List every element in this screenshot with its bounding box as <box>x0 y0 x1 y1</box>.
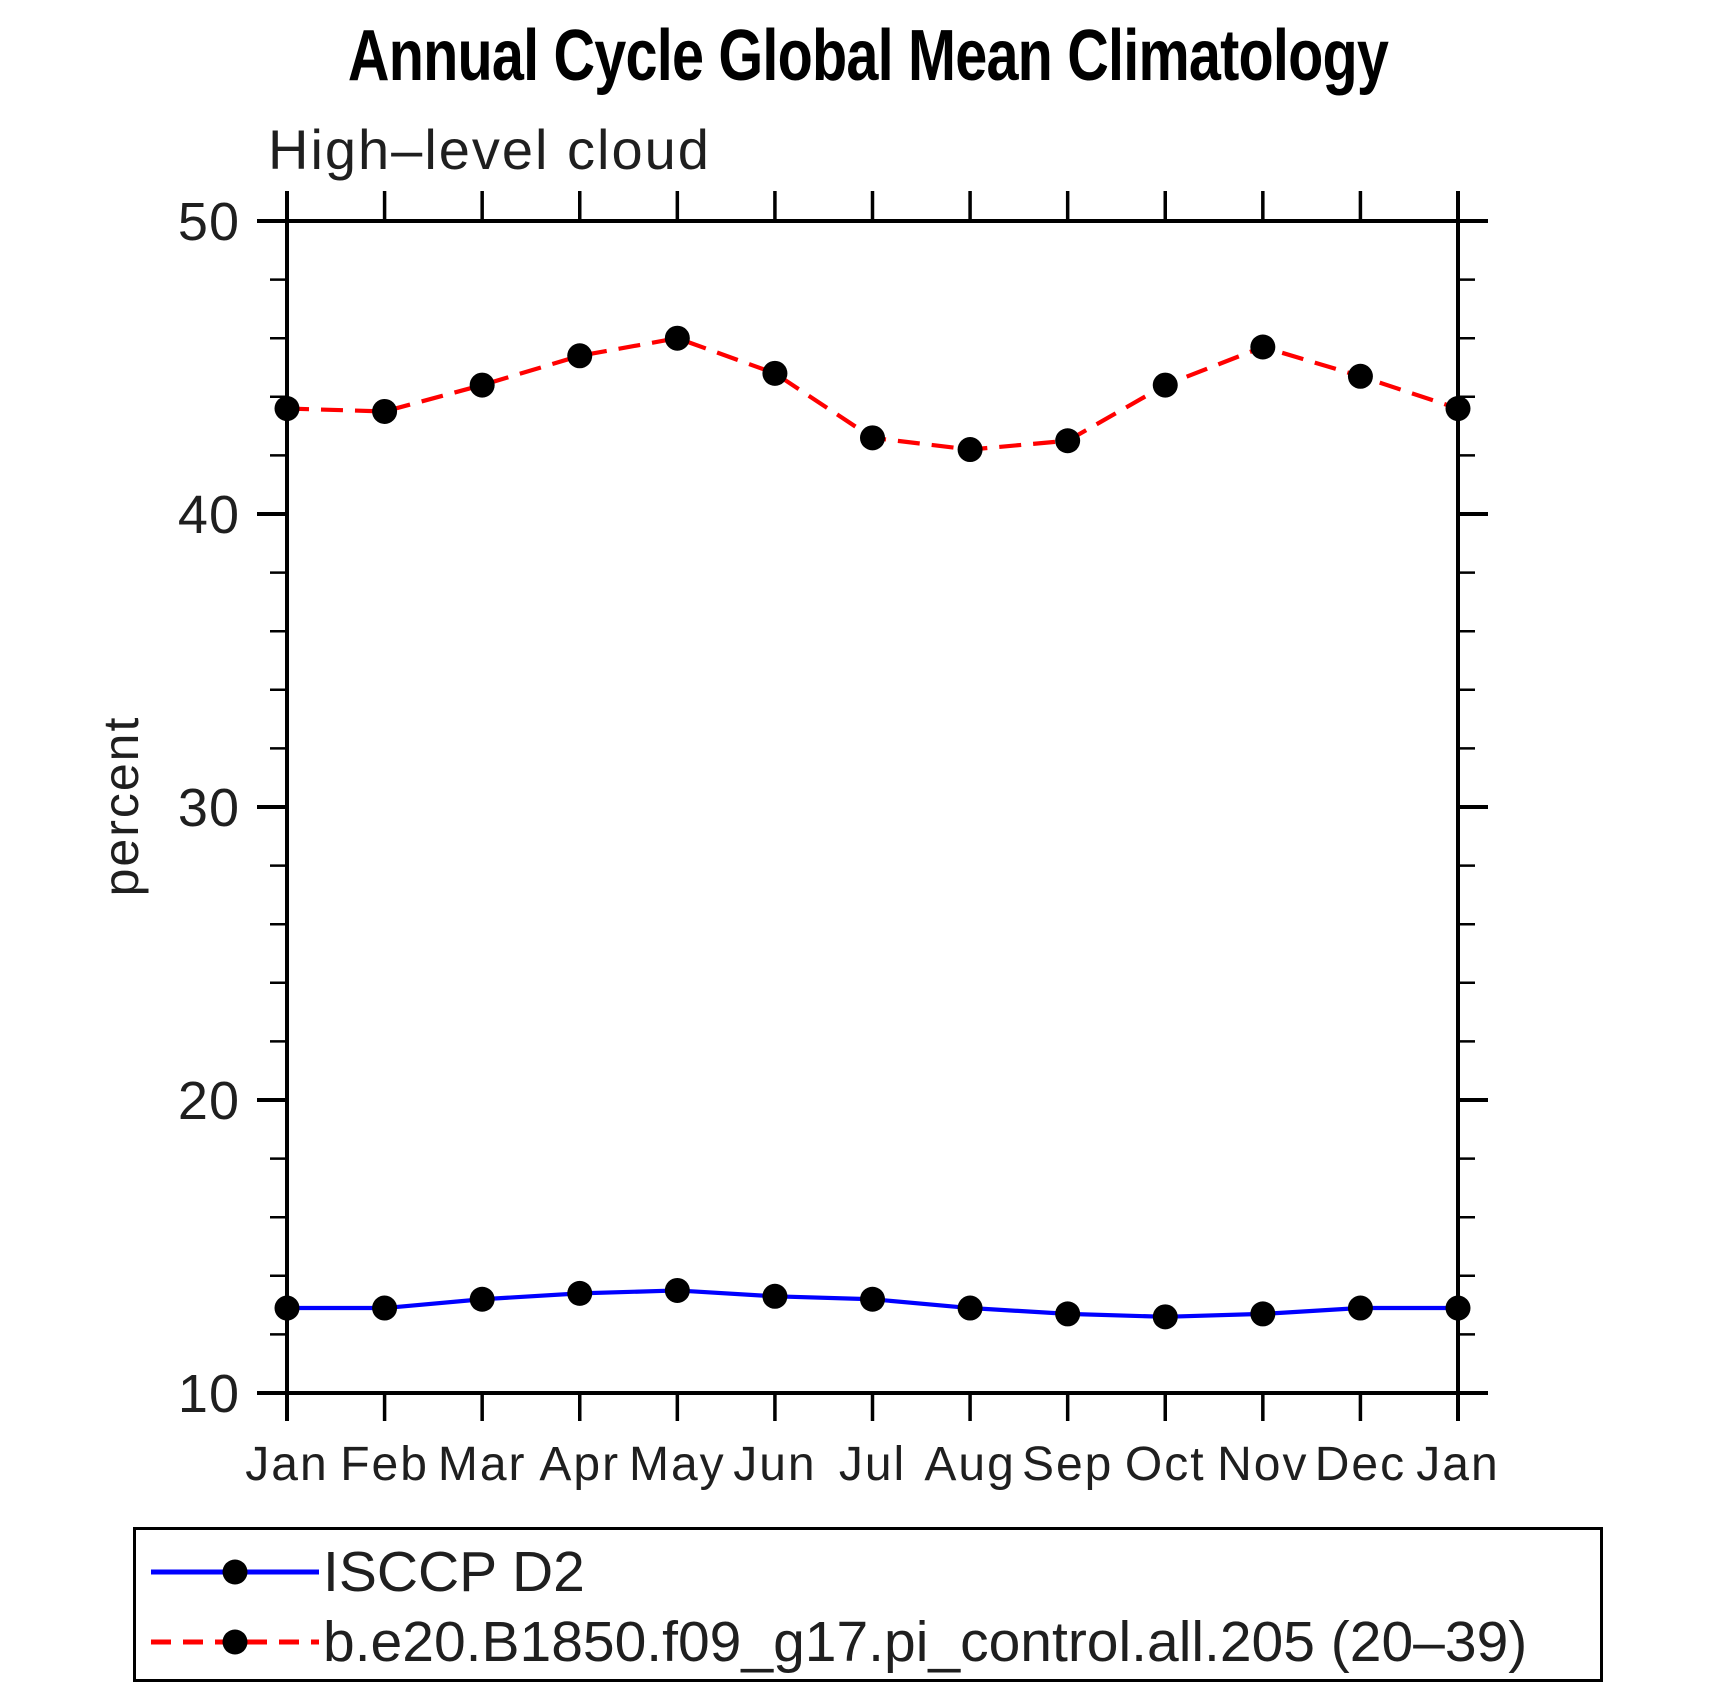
x-tick-label: Oct <box>1125 1438 1206 1491</box>
legend-marker <box>222 1629 248 1655</box>
legend-sample-line-1 <box>151 1629 319 1655</box>
series-1-marker <box>1347 363 1373 389</box>
x-tick-label: Nov <box>1217 1438 1308 1491</box>
series-0-marker <box>567 1280 593 1306</box>
x-tick-label: Sep <box>1022 1438 1113 1491</box>
series-0-marker <box>664 1277 690 1303</box>
series-1-marker <box>274 396 300 422</box>
x-tick-label: Jun <box>733 1438 816 1491</box>
series-1-marker <box>860 425 885 451</box>
series-0-marker <box>1445 1295 1471 1321</box>
x-tick-label: Jan <box>245 1438 328 1491</box>
x-tick-label: Apr <box>539 1438 620 1491</box>
series-0-marker <box>1055 1301 1081 1327</box>
x-tick-label: Feb <box>340 1438 429 1491</box>
x-tick-label: Jul <box>839 1438 906 1491</box>
legend-marker <box>222 1559 248 1585</box>
y-tick-label: 30 <box>178 778 240 838</box>
page-title: Annual Cycle Global Mean Climatology <box>347 16 1389 96</box>
legend-label-1: b.e20.B1850.f09_g17.pi_control.all.205 (… <box>323 1610 1528 1674</box>
series-1-marker <box>1055 428 1081 454</box>
series-1-marker <box>1250 334 1276 360</box>
series-0-marker <box>957 1295 983 1321</box>
series-0-marker <box>1250 1301 1276 1327</box>
y-tick-label: 50 <box>178 192 240 252</box>
series-1-marker <box>762 360 788 386</box>
series-1-marker <box>1445 396 1471 422</box>
series-0-marker <box>372 1295 398 1321</box>
series-0-marker <box>1152 1304 1178 1330</box>
x-tick-label: May <box>629 1438 726 1491</box>
series-0-marker <box>1347 1295 1373 1321</box>
x-tick-label: Mar <box>438 1438 527 1491</box>
series-0-marker <box>469 1286 495 1312</box>
legend-label-0: ISCCP D2 <box>323 1540 585 1604</box>
y-tick-label: 20 <box>178 1071 240 1131</box>
series-0-marker <box>860 1286 885 1312</box>
x-tick-label: Aug <box>924 1438 1015 1491</box>
series-1-marker <box>1152 372 1178 398</box>
series-0-marker <box>274 1295 300 1321</box>
legend-item-isccp: ISCCP D2 <box>151 1540 585 1604</box>
x-tick-label: Jan <box>1416 1438 1499 1491</box>
series-0-marker <box>762 1283 788 1309</box>
x-tick-label: Dec <box>1315 1438 1406 1491</box>
legend-sample-line-0 <box>151 1559 319 1585</box>
series-1-marker <box>469 372 495 398</box>
legend-box: ISCCP D2 b.e20.B1850.f09_g17.pi_control.… <box>133 1527 1603 1682</box>
chart-subtitle: High–level cloud <box>268 118 711 181</box>
series-1-marker <box>664 325 690 351</box>
y-tick-label: 40 <box>178 485 240 545</box>
series-1-marker <box>567 343 593 369</box>
legend-item-model: b.e20.B1850.f09_g17.pi_control.all.205 (… <box>151 1610 1528 1674</box>
series-1-marker <box>957 437 983 463</box>
y-tick-label: 10 <box>178 1364 240 1424</box>
series-1-marker <box>372 398 398 424</box>
